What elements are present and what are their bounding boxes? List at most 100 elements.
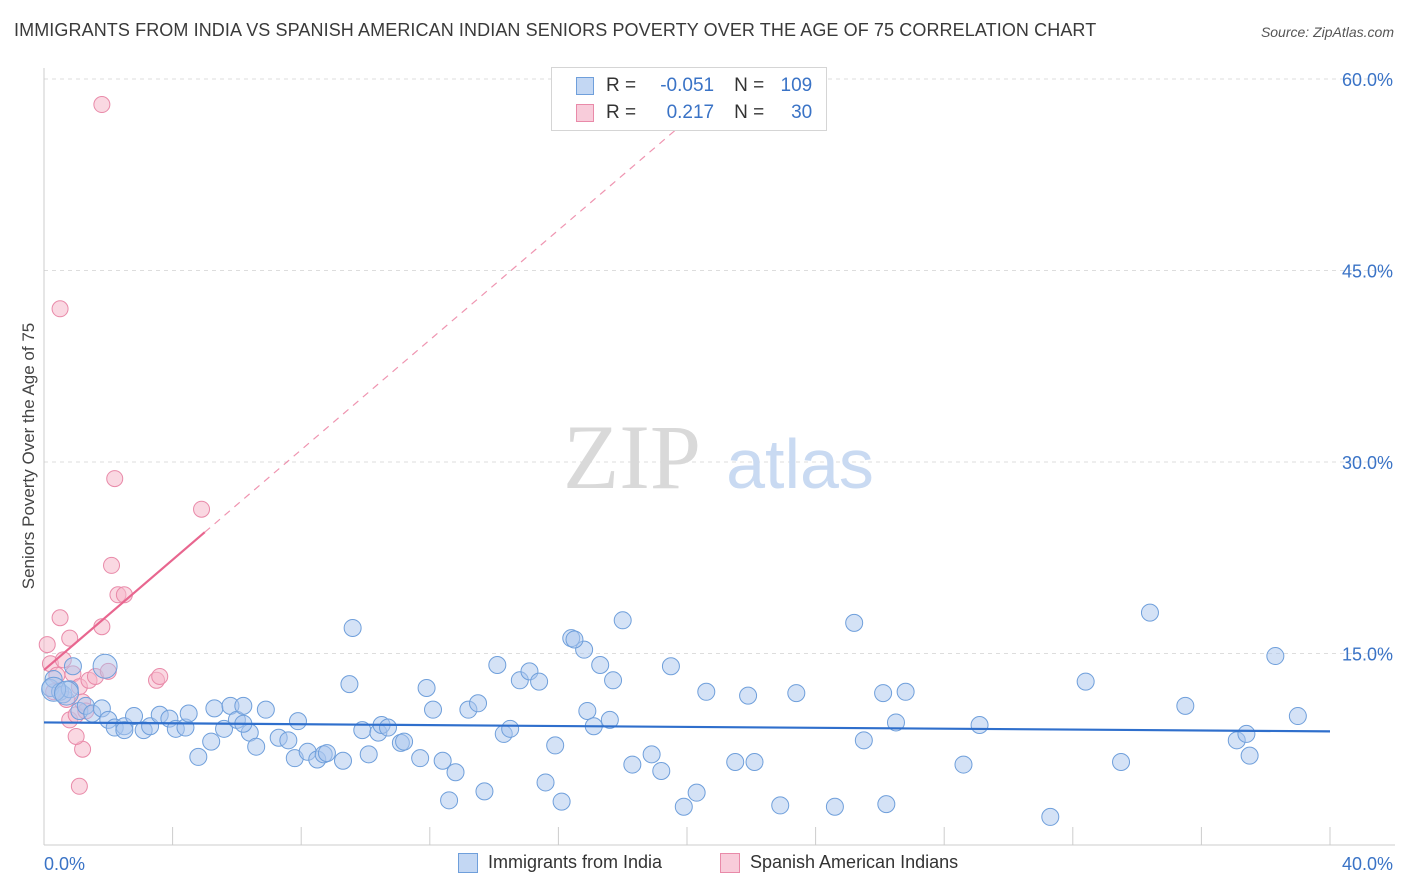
data-point-spanish	[93, 96, 111, 114]
data-point-india	[54, 680, 80, 706]
data-point-india	[446, 763, 465, 782]
data-point-spanish	[151, 667, 169, 685]
data-point-india	[1176, 696, 1195, 715]
data-point-india	[395, 732, 414, 751]
data-point-india	[256, 700, 275, 719]
data-point-india	[411, 749, 430, 768]
data-point-india	[726, 753, 745, 772]
data-point-india	[1076, 672, 1095, 691]
data-point-india	[279, 731, 298, 750]
data-point-india	[359, 745, 378, 764]
legend-n-label: N =	[734, 75, 765, 96]
data-point-india	[202, 732, 221, 751]
legend-swatch-india	[576, 77, 594, 95]
source-label: Source: ZipAtlas.com	[1260, 24, 1394, 40]
data-point-spanish	[70, 777, 88, 795]
data-point-spanish	[51, 609, 69, 627]
data-point-india	[1041, 807, 1060, 826]
gridlines	[44, 78, 1395, 654]
data-point-india	[642, 745, 661, 764]
data-point-india	[1266, 647, 1285, 666]
data-point-india	[591, 655, 610, 674]
data-point-india	[600, 710, 619, 729]
data-point-india	[179, 704, 198, 723]
data-point-india	[623, 755, 642, 774]
legend-swatch-spanish	[720, 852, 740, 873]
data-point-india	[424, 700, 443, 719]
data-point-spanish	[193, 500, 211, 518]
data-point-spanish	[38, 636, 56, 654]
data-point-india	[661, 657, 680, 676]
legend-swatch-spanish	[576, 104, 594, 122]
y-tick-label: 60.0%	[1342, 70, 1393, 90]
x-tick-label: 40.0%	[1342, 854, 1393, 874]
data-point-india	[739, 686, 758, 705]
data-point-india	[613, 611, 632, 630]
data-point-india	[787, 684, 806, 703]
chart-title: IMMIGRANTS FROM INDIA VS SPANISH AMERICA…	[14, 20, 1097, 40]
data-point-india	[340, 675, 359, 694]
data-point-india	[433, 751, 452, 770]
data-point-india	[674, 797, 693, 816]
data-point-india	[845, 613, 864, 632]
data-point-india	[652, 761, 671, 780]
data-point-india	[141, 717, 160, 736]
data-point-india	[771, 796, 790, 815]
data-point-india	[115, 721, 134, 740]
trend-line-india	[43, 721, 1331, 733]
data-point-india	[247, 737, 266, 756]
y-tick-label: 45.0%	[1342, 262, 1393, 282]
tick-labels: 15.0% 30.0% 45.0% 60.0% 0.0% 40.0%	[44, 70, 1393, 874]
data-point-india	[288, 712, 307, 731]
data-point-spanish	[61, 629, 79, 647]
data-point-india	[234, 696, 253, 715]
trend-lines	[43, 78, 1331, 733]
legend-swatch-india	[458, 852, 478, 873]
data-point-india	[825, 797, 844, 816]
data-point-india	[417, 678, 436, 697]
data-point-spanish	[51, 300, 69, 318]
data-point-india	[970, 715, 989, 734]
data-point-india	[333, 751, 352, 770]
data-point-india	[697, 682, 716, 701]
data-point-india	[1288, 707, 1307, 726]
y-tick-label: 30.0%	[1342, 453, 1393, 473]
data-point-india	[1237, 724, 1256, 743]
data-point-india	[578, 701, 597, 720]
y-tick-label: 15.0%	[1342, 645, 1393, 665]
data-point-india	[565, 630, 584, 649]
legend-label-india: Immigrants from India	[488, 852, 663, 872]
data-point-india	[317, 744, 336, 763]
x-tick-label: 0.0%	[44, 854, 85, 874]
data-point-india	[530, 672, 549, 691]
legend-item-spanish[interactable]: Spanish American Indians	[720, 852, 958, 873]
data-point-india	[604, 671, 623, 690]
legend-item-india[interactable]: Immigrants from India	[458, 852, 662, 873]
data-point-india	[1240, 746, 1259, 765]
legend-n-value-india: 109	[780, 75, 813, 96]
data-point-spanish	[67, 727, 85, 745]
data-point-india	[1140, 603, 1159, 622]
axes	[43, 68, 1395, 846]
watermark-atlas: atlas	[726, 425, 874, 503]
data-point-india	[440, 791, 459, 810]
data-point-india	[475, 782, 494, 801]
data-point-india	[92, 653, 118, 679]
data-point-india	[896, 682, 915, 701]
data-point-india	[877, 795, 896, 814]
data-point-india	[125, 707, 144, 726]
legend-n-label: N =	[734, 102, 765, 123]
legend-row-india: R = -0.051 N = 109	[576, 75, 812, 97]
data-point-india	[63, 657, 82, 676]
series-legend: Immigrants from India Spanish American I…	[0, 852, 1406, 878]
data-point-spanish	[106, 470, 124, 488]
data-point-india	[745, 753, 764, 772]
legend-r-label: R =	[606, 102, 637, 123]
data-point-spanish	[103, 556, 121, 574]
data-point-india	[501, 719, 520, 738]
watermark: ZIP atlas	[563, 406, 874, 508]
correlation-legend: R = -0.051 N = 109 R = 0.217 N = 30	[551, 67, 827, 131]
data-point-india	[886, 713, 905, 732]
legend-r-label: R =	[606, 75, 637, 96]
